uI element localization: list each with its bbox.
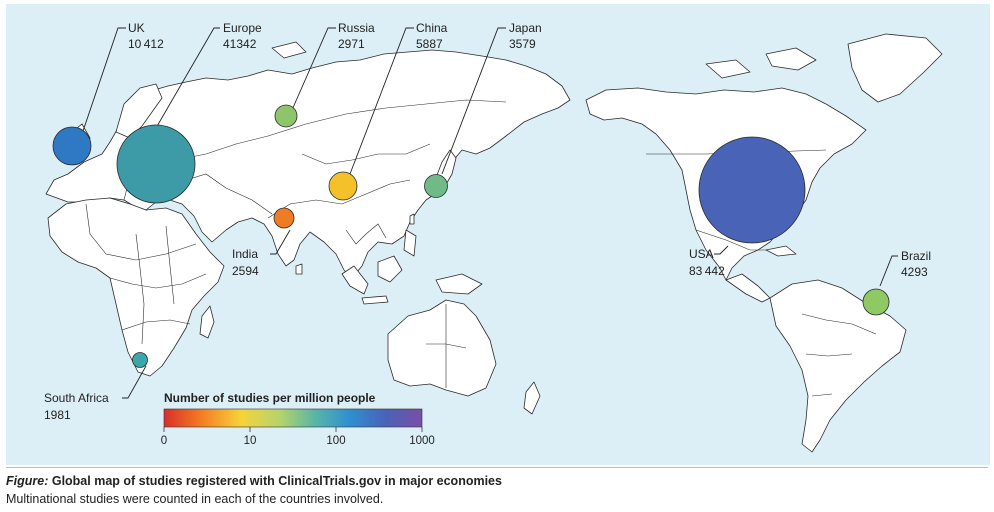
label-japan-value: 3579 bbox=[509, 37, 536, 51]
brazil-leader bbox=[879, 255, 898, 287]
philippines bbox=[403, 229, 417, 257]
arctic-island-1 bbox=[765, 47, 817, 71]
caption-note: Multinational studies were counted in ea… bbox=[6, 492, 384, 506]
taiwan bbox=[409, 213, 415, 225]
marker-labels: UK 10 412 Europe 41342 Russia 2971 China… bbox=[44, 21, 931, 422]
bubble-china[interactable] bbox=[328, 171, 358, 201]
uk-leader bbox=[81, 27, 126, 135]
legend-tick-1000: 1000 bbox=[409, 435, 435, 447]
australia-landmass bbox=[387, 299, 497, 397]
bubble-japan[interactable] bbox=[424, 174, 448, 198]
bubble-europe[interactable] bbox=[116, 124, 196, 204]
label-europe-name: Europe bbox=[223, 21, 262, 35]
greenland bbox=[847, 33, 943, 103]
label-usa-name: USA bbox=[689, 247, 714, 261]
label-brazil-name: Brazil bbox=[901, 249, 931, 263]
south-america-landmass bbox=[769, 279, 907, 453]
label-india-name: India bbox=[232, 247, 258, 261]
arctic-island-2 bbox=[705, 59, 751, 79]
legend-ticks bbox=[163, 427, 423, 432]
label-russia-value: 2971 bbox=[338, 37, 365, 51]
figure-caption: Figure: Global map of studies registered… bbox=[6, 472, 986, 508]
label-india-value: 2594 bbox=[232, 264, 259, 278]
label-uk-value: 10 412 bbox=[128, 37, 164, 51]
caption-title: Global map of studies registered with Cl… bbox=[51, 474, 502, 488]
label-japan-name: Japan bbox=[509, 21, 542, 35]
africa-landmass bbox=[47, 197, 225, 377]
bubble-russia[interactable] bbox=[274, 104, 298, 128]
caption-divider bbox=[6, 467, 988, 468]
new-guinea bbox=[435, 273, 483, 295]
label-china-value: 5887 bbox=[416, 37, 443, 51]
europe-leader bbox=[155, 27, 220, 129]
bubble-india[interactable] bbox=[273, 207, 295, 229]
world-map: UK 10 412 Europe 41342 Russia 2971 China… bbox=[6, 4, 990, 465]
new-zealand bbox=[523, 381, 541, 415]
arctic-island-3 bbox=[271, 41, 307, 59]
sri-lanka bbox=[295, 263, 303, 275]
bubble-brazil[interactable] bbox=[862, 288, 890, 316]
india-leader bbox=[270, 229, 291, 255]
legend-tick-100: 100 bbox=[326, 435, 345, 447]
marker-bubbles bbox=[52, 104, 890, 368]
caribbean-islands bbox=[765, 245, 797, 257]
map-canvas: UK 10 412 Europe 41342 Russia 2971 China… bbox=[6, 4, 990, 465]
south-africa-leader bbox=[122, 365, 147, 399]
sumatra bbox=[341, 265, 369, 295]
bubble-south-africa[interactable] bbox=[132, 352, 148, 368]
label-russia-name: Russia bbox=[338, 21, 375, 35]
usa-leader bbox=[714, 245, 729, 255]
legend: Number of studies per million people 0 1… bbox=[161, 391, 435, 447]
caption-lead: Figure: bbox=[6, 474, 49, 488]
legend-tick-0: 0 bbox=[161, 435, 167, 447]
leader-lines bbox=[81, 27, 898, 399]
label-south-africa-name: South Africa bbox=[44, 391, 109, 405]
label-south-africa-value: 1981 bbox=[44, 408, 71, 422]
bubble-uk[interactable] bbox=[52, 126, 92, 166]
label-usa-value: 83 442 bbox=[689, 264, 725, 278]
label-uk-name: UK bbox=[128, 21, 145, 35]
legend-title: Number of studies per million people bbox=[164, 391, 376, 405]
madagascar bbox=[199, 305, 215, 339]
caption-title-line: Figure: Global map of studies registered… bbox=[6, 472, 986, 490]
japan-leader bbox=[441, 27, 506, 175]
legend-tick-10: 10 bbox=[244, 435, 257, 447]
java bbox=[361, 295, 389, 305]
borneo bbox=[377, 255, 403, 283]
label-china-name: China bbox=[416, 21, 448, 35]
bubble-usa[interactable] bbox=[698, 136, 806, 244]
russia-leader bbox=[291, 27, 336, 111]
label-europe-value: 41342 bbox=[223, 37, 257, 51]
label-brazil-value: 4293 bbox=[901, 265, 928, 279]
china-leader bbox=[349, 27, 414, 175]
legend-color-bar bbox=[163, 408, 423, 428]
